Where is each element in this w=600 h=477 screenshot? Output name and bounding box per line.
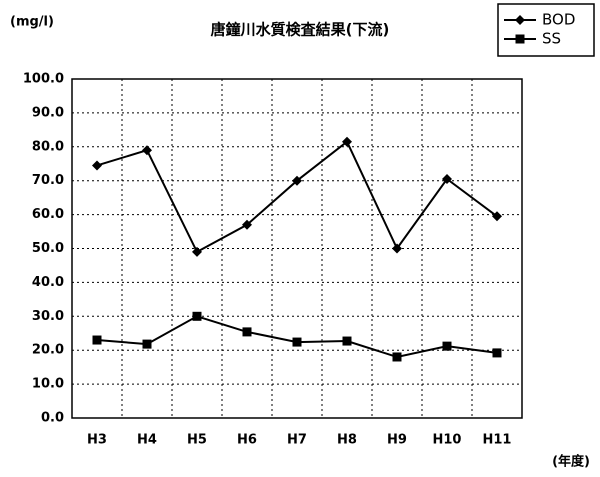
legend-label: SS (542, 30, 561, 48)
x-tick-label: H9 (387, 433, 407, 448)
x-axis-label: (年度) (552, 454, 590, 470)
marker (242, 219, 252, 230)
y-tick-label: 10.0 (32, 377, 64, 392)
marker (192, 311, 202, 321)
marker (442, 174, 452, 185)
y-tick-label: 30.0 (32, 309, 64, 324)
y-tick-label: 90.0 (32, 105, 64, 120)
x-tick-label: H3 (87, 433, 107, 448)
legend-label: BOD (542, 11, 575, 29)
legend-box (497, 3, 595, 57)
marker (342, 136, 352, 147)
series-line (96, 315, 498, 359)
y-tick-label: 80.0 (32, 139, 64, 154)
marker (392, 352, 402, 362)
y-tick-label: 60.0 (32, 207, 64, 222)
y-tick-label: 50.0 (32, 241, 64, 256)
marker (492, 348, 502, 358)
marker (492, 211, 502, 222)
marker (242, 327, 252, 337)
marker (92, 160, 102, 171)
marker (292, 337, 302, 347)
x-tick-label: H7 (287, 433, 307, 448)
x-tick-label: H6 (237, 433, 257, 448)
x-tick-label: H5 (187, 433, 207, 448)
x-tick-label: H8 (337, 433, 357, 448)
y-tick-label: 70.0 (32, 173, 64, 188)
chart-title: 唐鐘川水質検査結果(下流) (211, 21, 390, 39)
y-tick-label: 40.0 (32, 275, 64, 290)
marker (442, 341, 452, 351)
marker (142, 339, 152, 349)
x-tick-label: H4 (137, 433, 157, 448)
y-tick-label: 0.0 (41, 411, 64, 426)
marker (342, 336, 352, 346)
x-tick-label: H10 (433, 433, 462, 448)
marker (92, 335, 102, 345)
marker (515, 34, 525, 44)
marker (192, 246, 202, 257)
y-axis-label: (mg/l) (10, 15, 54, 30)
marker (292, 175, 302, 186)
marker (515, 15, 525, 25)
series-line (96, 140, 498, 254)
x-tick-label: H11 (483, 433, 512, 448)
y-tick-label: 100.0 (23, 72, 64, 87)
marker (392, 243, 402, 254)
y-tick-label: 20.0 (32, 343, 64, 358)
marker (142, 145, 152, 156)
